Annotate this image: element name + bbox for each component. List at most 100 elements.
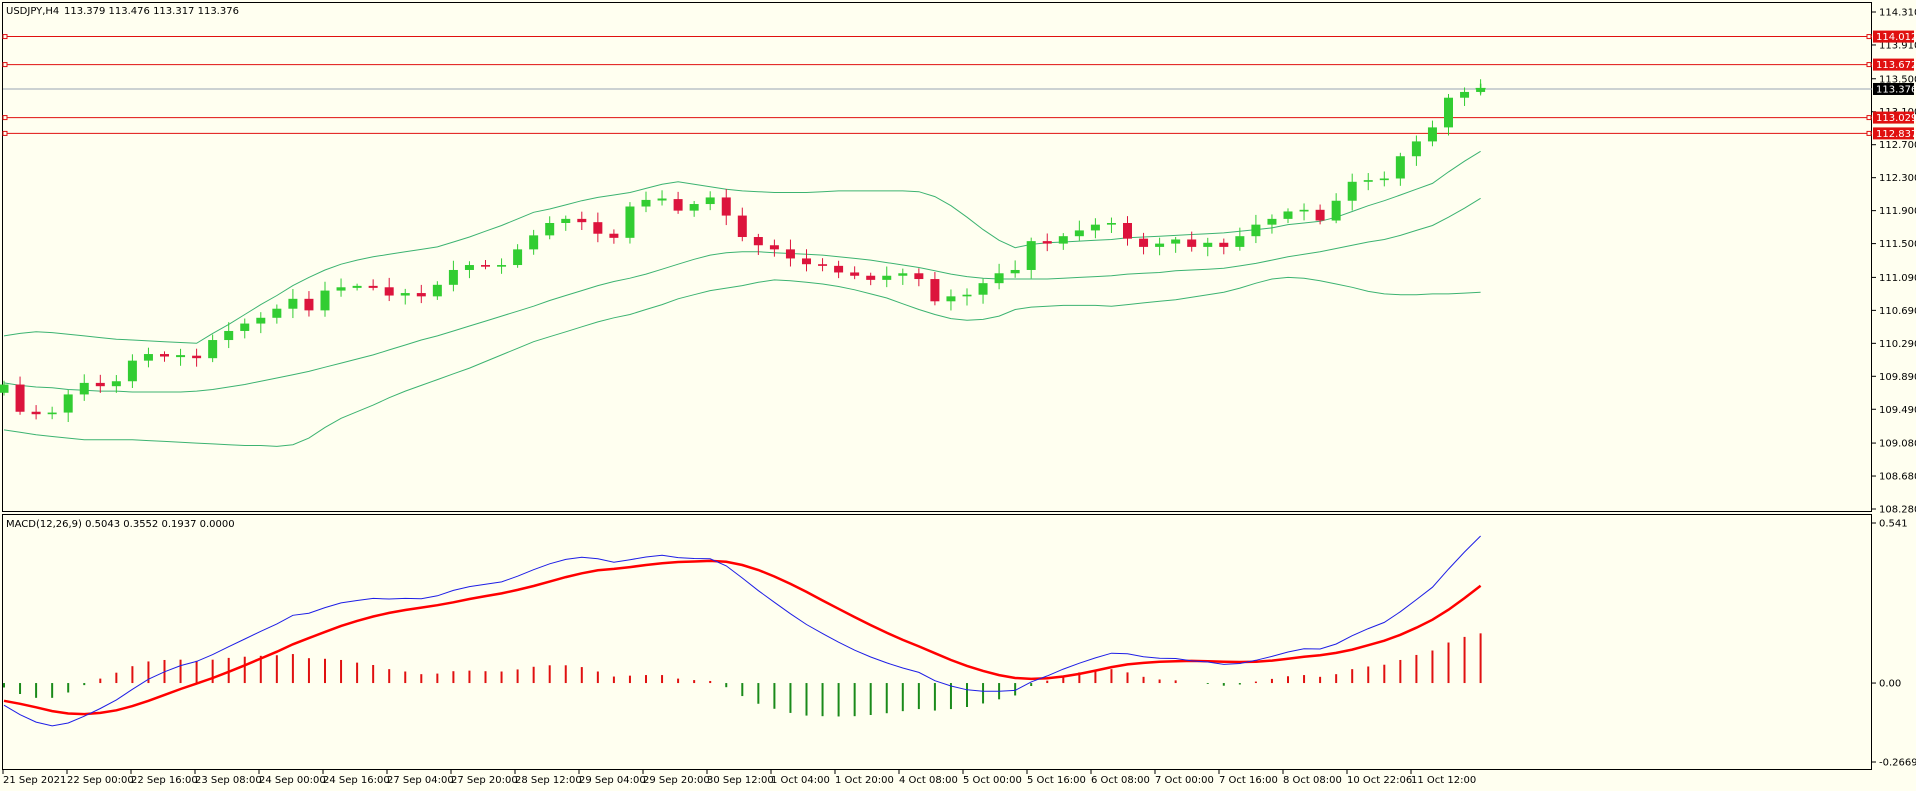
signal-line	[3, 559, 1482, 716]
candle	[1331, 193, 1341, 224]
price-tick-label: 112.300	[1879, 173, 1916, 184]
price-level-label: 112.837	[1876, 129, 1916, 140]
candle-body	[192, 355, 202, 359]
macd-tick-label: -0.2669	[1879, 758, 1916, 769]
candle-body	[545, 222, 555, 236]
ohlc-readout: 113.379 113.476 113.317 113.376	[64, 6, 239, 17]
candle	[705, 191, 715, 211]
price-level-handle-right[interactable]	[1866, 34, 1872, 40]
time-tick-label: 5 Oct 16:00	[1027, 775, 1086, 786]
candle	[785, 239, 795, 267]
price-level-handle-left[interactable]	[2, 115, 8, 121]
candle	[577, 211, 587, 231]
price-level-handle-right[interactable]	[1866, 115, 1872, 121]
macd-line	[3, 535, 1481, 727]
candle-body	[1347, 181, 1357, 201]
candle-body	[1267, 218, 1277, 225]
price-level-handle-right[interactable]	[1866, 62, 1872, 68]
price-level-label: 113.672	[1876, 60, 1916, 71]
candle	[448, 260, 458, 292]
price-panel-frame	[2, 2, 1872, 512]
symbol-info: USDJPY,H4	[6, 6, 59, 17]
time-tick-label: 1 Oct 04:00	[771, 775, 830, 786]
candle-body	[1139, 238, 1149, 247]
candle	[497, 258, 507, 274]
candle-body	[497, 265, 507, 267]
time-tick-label: 7 Oct 00:00	[1155, 775, 1214, 786]
candle-body	[79, 382, 89, 395]
candle	[481, 260, 490, 270]
candle-body	[111, 381, 121, 387]
candle-body	[1026, 241, 1036, 270]
macd-indicator	[3, 535, 1482, 727]
candle	[0, 380, 9, 396]
horizontal-levels[interactable]	[2, 34, 1872, 136]
price-level-handle-left[interactable]	[2, 62, 8, 68]
price-tick-label: 111.900	[1879, 206, 1916, 217]
candle-body	[946, 296, 956, 302]
candle-body	[1331, 200, 1341, 221]
time-tick-label: 5 Oct 00:00	[963, 775, 1022, 786]
candle	[416, 284, 426, 304]
candle	[1267, 214, 1277, 234]
macd-info: MACD(12,26,9) 0.5043 0.3552 0.1937 0.000…	[6, 519, 235, 530]
candle	[1283, 208, 1293, 224]
candle	[1315, 204, 1325, 225]
time-tick-label: 23 Sep 08:00	[195, 775, 262, 786]
candle	[673, 191, 683, 214]
price-level-handle-left[interactable]	[2, 34, 8, 40]
price-level-label: 114.012	[1876, 32, 1916, 43]
candle	[1379, 171, 1389, 187]
candle	[176, 348, 186, 366]
candle	[304, 291, 314, 317]
candle	[689, 200, 699, 217]
candle-body	[657, 198, 667, 201]
candle	[143, 347, 153, 368]
candle	[962, 288, 972, 306]
candle-body	[1219, 242, 1229, 247]
candle	[31, 405, 41, 420]
candle-body	[432, 284, 442, 297]
candle-body	[127, 360, 137, 382]
candle-body	[994, 273, 1004, 284]
candle	[1074, 220, 1084, 241]
time-tick-label: 21 Sep 2021	[3, 775, 66, 786]
candle	[914, 268, 924, 287]
price-tick-label: 110.290	[1879, 339, 1916, 350]
candle	[994, 263, 1004, 290]
time-tick-label: 7 Oct 16:00	[1219, 775, 1278, 786]
candle-body	[882, 275, 892, 280]
candle-body	[1106, 222, 1116, 225]
candle	[1299, 203, 1309, 221]
candle-body	[625, 206, 635, 238]
candle	[753, 233, 763, 255]
candle	[1411, 135, 1421, 166]
bollinger-bands	[3, 150, 1481, 447]
price-tick-label: 110.690	[1879, 306, 1916, 317]
candle	[208, 334, 218, 363]
candle-body	[705, 197, 715, 205]
candle	[978, 278, 988, 304]
candle	[1347, 173, 1357, 211]
price-tick-label: 113.500	[1879, 74, 1916, 85]
candle	[1155, 237, 1165, 256]
candle	[127, 354, 137, 388]
price-level-label: 113.029	[1876, 113, 1916, 124]
candle-body	[1090, 224, 1100, 231]
macd-tick-label: 0.00	[1879, 679, 1901, 690]
price-level-handle-left[interactable]	[2, 130, 8, 136]
candle-body	[1074, 230, 1084, 237]
candle	[818, 258, 828, 272]
candle-body	[288, 298, 298, 309]
price-level-handle-right[interactable]	[1866, 130, 1872, 136]
candle	[898, 268, 908, 285]
candle	[1363, 173, 1373, 191]
candle-body	[689, 204, 699, 211]
candle	[352, 283, 362, 291]
time-tick-label: 29 Sep 20:00	[643, 775, 710, 786]
band-middle	[3, 197, 1481, 393]
candle-body	[721, 197, 731, 216]
candle	[320, 281, 330, 317]
